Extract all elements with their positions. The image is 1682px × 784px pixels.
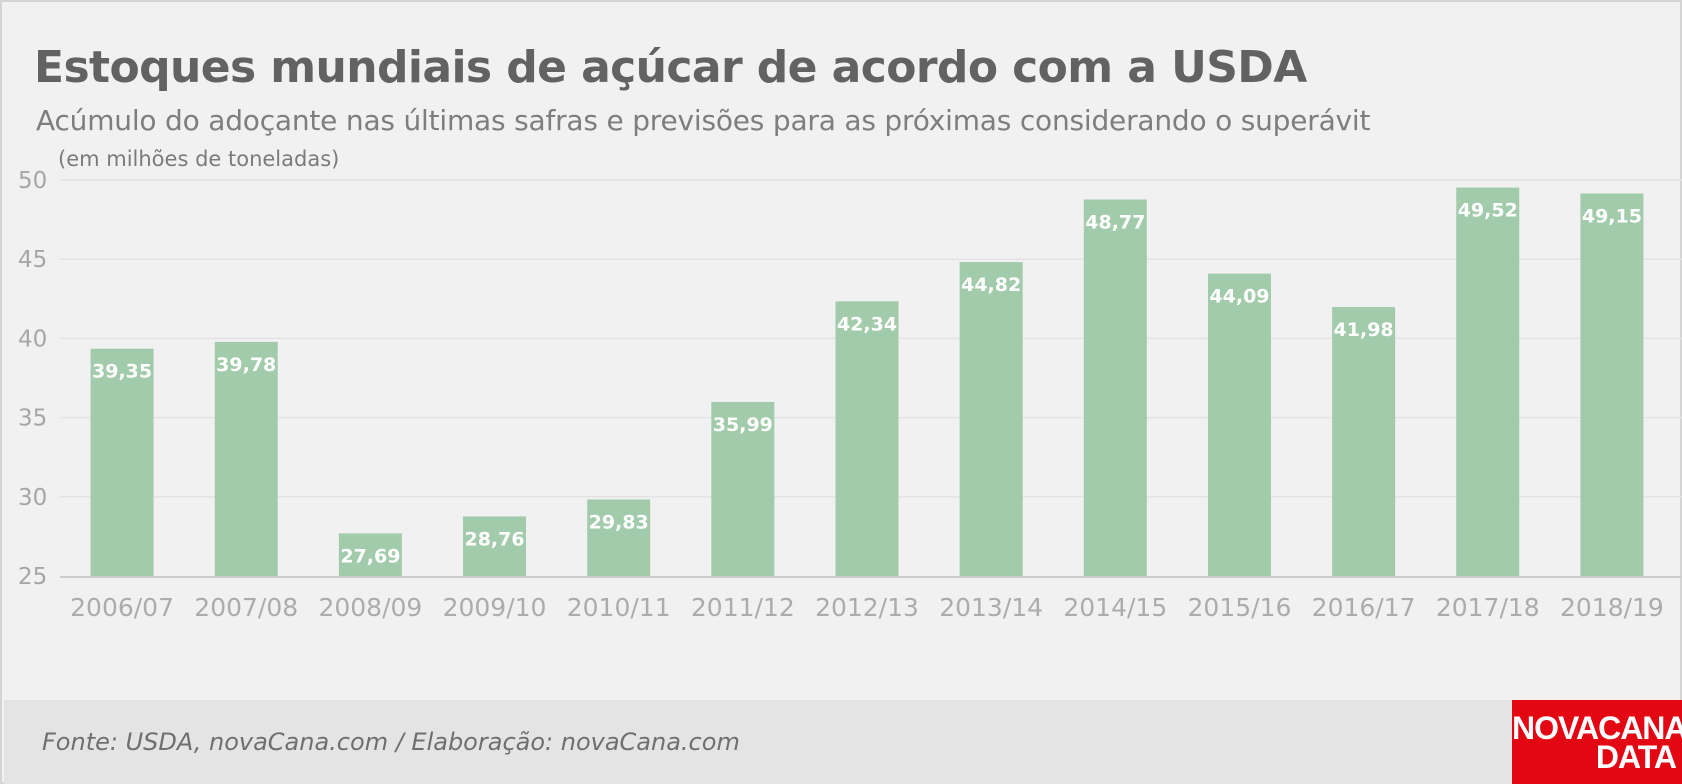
bar <box>711 401 775 576</box>
bar <box>463 516 527 576</box>
data-label: 42,34 <box>837 313 897 335</box>
bar <box>1207 273 1271 576</box>
x-tick-label: 2008/09 <box>318 593 422 622</box>
data-label: 28,76 <box>464 528 524 550</box>
bar <box>959 262 1023 576</box>
x-tick-label: 2017/18 <box>1436 593 1540 622</box>
bar <box>214 341 278 576</box>
y-tick-label: 35 <box>18 406 47 432</box>
bar <box>1083 199 1147 576</box>
x-tick-label: 2006/07 <box>70 593 174 622</box>
bar <box>835 301 899 576</box>
bar-chart: (em milhões de toneladas) 25 30 35 40 45 50 39,… <box>18 147 1682 622</box>
data-label: 39,35 <box>92 361 152 383</box>
bar <box>1332 307 1396 576</box>
x-tick-label: 2015/16 <box>1188 593 1292 622</box>
y-tick-label: 30 <box>18 485 47 511</box>
bar <box>1456 187 1520 576</box>
bar <box>338 533 402 576</box>
x-tick-label: 2010/11 <box>567 593 671 622</box>
chart-subtitle: Acúmulo do adoçante nas últimas safras e… <box>36 104 1371 137</box>
y-axis-unit-label: (em milhões de toneladas) <box>58 147 339 171</box>
data-label: 49,15 <box>1582 205 1642 227</box>
x-tick-label: 2013/14 <box>939 593 1043 622</box>
data-label: 39,78 <box>216 354 276 376</box>
x-tick-label: 2011/12 <box>691 593 795 622</box>
x-tick-label: 2009/10 <box>443 593 547 622</box>
logo-line-2: DATA <box>1595 739 1677 775</box>
y-tick-label: 50 <box>18 168 47 194</box>
data-label: 44,09 <box>1209 286 1269 308</box>
data-label: 29,83 <box>589 511 649 533</box>
x-tick-label: 2016/17 <box>1312 593 1416 622</box>
x-tick-label: 2014/15 <box>1063 593 1167 622</box>
data-label: 49,52 <box>1458 200 1518 222</box>
data-label: 48,77 <box>1085 211 1145 233</box>
bar <box>90 348 154 576</box>
data-label: 27,69 <box>340 545 400 567</box>
x-tick-label: 2007/08 <box>194 593 298 622</box>
novacana-data-logo: NOVACANA DATA <box>1512 700 1682 784</box>
bar <box>587 499 651 576</box>
logo-line-1: NOVACANA <box>1512 710 1682 746</box>
x-tick-label: 2012/13 <box>815 593 919 622</box>
chart-title: Estoques mundiais de açúcar de acordo co… <box>34 42 1307 93</box>
data-label: 41,98 <box>1334 319 1394 341</box>
footer: Fonte: USDA, novaCana.com / Elaboração: … <box>4 700 1682 784</box>
y-tick-label: 45 <box>18 247 47 273</box>
y-tick-label: 40 <box>18 326 47 352</box>
data-label: 35,99 <box>713 414 773 436</box>
source-note: Fonte: USDA, novaCana.com / Elaboração: … <box>42 728 740 756</box>
bar <box>1580 193 1644 577</box>
x-tick-label: 2018/19 <box>1560 593 1664 622</box>
y-tick-label: 25 <box>18 564 47 590</box>
data-label: 44,82 <box>961 274 1021 296</box>
